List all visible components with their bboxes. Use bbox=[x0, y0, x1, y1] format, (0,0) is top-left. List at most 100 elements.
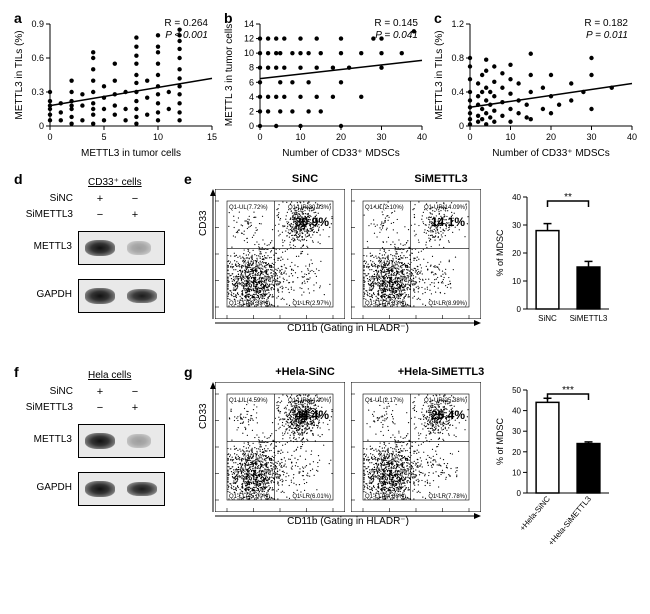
sig-label: *** bbox=[562, 385, 574, 396]
P-value: P = 0.011 bbox=[586, 30, 628, 41]
svg-text:0: 0 bbox=[257, 132, 262, 142]
svg-text:0.6: 0.6 bbox=[31, 53, 44, 63]
bar-chart: 010203040SiNCSiMETTL3**% of MDSC bbox=[493, 183, 613, 333]
facs-title: SiNC bbox=[240, 173, 370, 185]
svg-text:6: 6 bbox=[249, 77, 254, 87]
svg-text:SiNC: SiNC bbox=[538, 314, 557, 323]
facs-title: +Hela-SiMETTL3 bbox=[376, 366, 506, 378]
svg-text:0.8: 0.8 bbox=[451, 53, 464, 63]
figure: a05101500.30.60.9METTL3 in tumor cellsME… bbox=[10, 10, 640, 564]
scatter-b: 01020304002468101214Number of CD33⁺ MDSC… bbox=[220, 10, 430, 160]
svg-text:0: 0 bbox=[517, 305, 522, 314]
panel-label: d bbox=[14, 171, 23, 187]
blot-lane bbox=[78, 279, 165, 313]
facs-plot: Q1-UL(7.72%)Q1-UR(30.93%)Q1-LL(58.38%)Q1… bbox=[215, 189, 345, 319]
panel-b: b01020304002468101214Number of CD33⁺ MDS… bbox=[220, 10, 430, 163]
svg-text:Q1-UL(2.10%): Q1-UL(2.10%) bbox=[365, 205, 404, 211]
P-value: P = 0.041 bbox=[375, 30, 418, 41]
blot-title: CD33⁺ cells bbox=[88, 177, 142, 188]
blot-condition: + bbox=[90, 193, 110, 205]
svg-text:Q1-UL(4.59%): Q1-UL(4.59%) bbox=[229, 398, 268, 404]
svg-text:30: 30 bbox=[512, 221, 521, 230]
svg-text:14: 14 bbox=[244, 19, 254, 29]
svg-text:Q1-UR(14.09%): Q1-UR(14.09%) bbox=[424, 205, 467, 211]
facs-plot: Q1-UL(4.59%) Q1-UR(44.40%) Q1-LL(45.00%) Q1… bbox=[215, 382, 345, 512]
facs-plot: Q1-UL(2.17%)Q1-UR(25.38%)Q1-LL(64.66%)Q1… bbox=[351, 382, 481, 512]
protein-label: GAPDH bbox=[10, 289, 72, 300]
svg-text:40: 40 bbox=[417, 132, 427, 142]
svg-text:10: 10 bbox=[295, 132, 305, 142]
facs-percent: 25.4% bbox=[431, 408, 465, 422]
bar-chart: 01020304050+Hela-SiNC+Hela-SiMETTL3***% … bbox=[493, 376, 613, 551]
svg-text:8: 8 bbox=[249, 63, 254, 73]
facs-plot: Q1-UL(2.10%)Q1-UR(14.09%)Q1-LL(74.83%)Q1… bbox=[351, 189, 481, 319]
blot-lane bbox=[78, 472, 165, 506]
protein-label: METTL3 bbox=[10, 241, 72, 252]
panel-f: fHela cellsSiNC+−SiMETTL3−+METTL3GAPDH bbox=[10, 364, 180, 564]
blot-condition: − bbox=[125, 193, 145, 205]
bar-ylabel: % of MDSC bbox=[495, 417, 505, 465]
blot-row-label: SiNC bbox=[18, 386, 73, 397]
svg-text:1.2: 1.2 bbox=[451, 19, 464, 29]
svg-text:Q1-UR(30.93%): Q1-UR(30.93%) bbox=[288, 205, 331, 211]
protein-label: GAPDH bbox=[10, 482, 72, 493]
svg-text:0: 0 bbox=[249, 121, 254, 131]
svg-text:Q1-LR(6.01%): Q1-LR(6.01%) bbox=[292, 494, 331, 500]
svg-text:12: 12 bbox=[244, 34, 254, 44]
ylabel: METTL 3 in tumor cells bbox=[224, 24, 235, 126]
P-value: P < 0.001 bbox=[165, 30, 208, 41]
blot-condition: + bbox=[125, 402, 145, 414]
R-value: R = 0.264 bbox=[164, 18, 208, 29]
sig-label: ** bbox=[564, 192, 572, 203]
svg-text:10: 10 bbox=[505, 132, 515, 142]
panel-label: c bbox=[434, 10, 442, 26]
svg-text:Q1-LL(45.00%): Q1-LL(45.00%) bbox=[229, 494, 270, 500]
panel-d: d CD33⁺ cells SiNC + − SiMETTL3 − + METTL3 GAPDH bbox=[10, 171, 180, 356]
blot-condition: − bbox=[90, 209, 110, 221]
facs-percent: 44.4% bbox=[295, 408, 329, 422]
panel-e: eSiNCSiMETTL3CD33Q1-UL(7.72%)Q1-UR(30.93… bbox=[180, 171, 640, 356]
svg-text:0: 0 bbox=[39, 121, 44, 131]
facs-title: SiMETTL3 bbox=[376, 173, 506, 185]
bar-ylabel: % of MDSC bbox=[495, 229, 505, 277]
svg-text:10: 10 bbox=[512, 277, 521, 286]
svg-text:30: 30 bbox=[376, 132, 386, 142]
svg-text:0.9: 0.9 bbox=[31, 19, 44, 29]
blot-row-label: SiMETTL3 bbox=[18, 402, 73, 413]
row-scatters: a05101500.30.60.9METTL3 in tumor cellsME… bbox=[10, 10, 640, 163]
svg-text:0.3: 0.3 bbox=[31, 87, 44, 97]
xlabel: Number of CD33⁺ MDSCs bbox=[492, 148, 610, 159]
blot-condition: − bbox=[90, 402, 110, 414]
svg-text:0: 0 bbox=[467, 132, 472, 142]
row-fg: fHela cellsSiNC+−SiMETTL3−+METTL3GAPDH g… bbox=[10, 364, 640, 564]
svg-text:4: 4 bbox=[249, 92, 254, 102]
svg-text:15: 15 bbox=[207, 132, 217, 142]
svg-text:Q1-LR(2.97%): Q1-LR(2.97%) bbox=[292, 301, 331, 307]
blot-row-label: SiMETTL3 bbox=[18, 209, 73, 220]
svg-text:20: 20 bbox=[512, 249, 521, 258]
panel-label: f bbox=[14, 364, 19, 380]
panel-label: g bbox=[184, 364, 193, 380]
svg-text:10: 10 bbox=[153, 132, 163, 142]
xlabel: Number of CD33⁺ MDSCs bbox=[282, 148, 400, 159]
svg-text:5: 5 bbox=[101, 132, 106, 142]
svg-text:Q1-LL(58.38%): Q1-LL(58.38%) bbox=[229, 301, 270, 307]
blot-title: Hela cells bbox=[88, 370, 131, 381]
svg-text:40: 40 bbox=[627, 132, 637, 142]
blot-condition: + bbox=[125, 209, 145, 221]
svg-text:0: 0 bbox=[47, 132, 52, 142]
xlabel: METTL3 in tumor cells bbox=[81, 148, 181, 159]
blot-condition: + bbox=[90, 386, 110, 398]
blot-row-label: SiNC bbox=[18, 193, 73, 204]
svg-text:10: 10 bbox=[244, 48, 254, 58]
svg-text:20: 20 bbox=[546, 132, 556, 142]
blot-lane bbox=[78, 424, 165, 458]
svg-text:Q1-UR(44.40%): Q1-UR(44.40%) bbox=[288, 398, 331, 404]
facs-percent: 30.9% bbox=[295, 215, 329, 229]
svg-text:30: 30 bbox=[586, 132, 596, 142]
blot-lane bbox=[78, 231, 165, 265]
ylabel: METTL3 in TILs (%) bbox=[434, 30, 445, 119]
ylabel: METTL3 in TILs (%) bbox=[14, 30, 25, 119]
scatter-a: 0 5 10 15 0 0.3 0.6 0.9 METTL3 in tumor cells MET… bbox=[10, 10, 220, 160]
svg-text:40: 40 bbox=[512, 193, 521, 202]
